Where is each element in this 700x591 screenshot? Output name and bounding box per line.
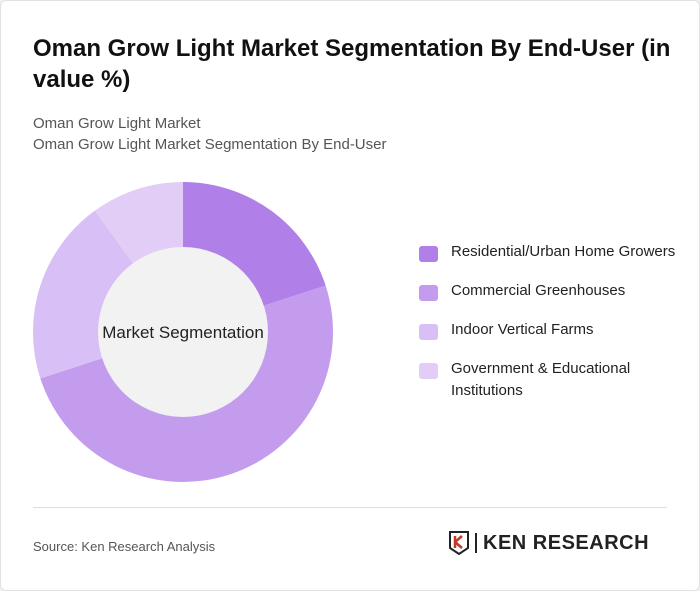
center-label: Market Segmentation (102, 323, 264, 342)
subtitle-market: Oman Grow Light Market (33, 115, 201, 132)
legend-item: Commercial Greenhouses (419, 280, 679, 302)
legend-label: Residential/Urban Home Growers (451, 243, 676, 260)
chart-title: Oman Grow Light Market Segmentation By E… (33, 35, 671, 93)
legend-label: Government & Educational Institutions (451, 360, 631, 399)
legend-swatch (419, 285, 438, 301)
donut-chart: Market Segmentation (32, 182, 333, 482)
legend-swatch (419, 324, 438, 340)
legend-label: Indoor Vertical Farms (451, 321, 594, 338)
divider (33, 507, 667, 508)
legend-item: Residential/Urban Home Growers (419, 241, 679, 263)
logo-text: KEN RESEARCH (475, 533, 649, 553)
ken-research-logo: KEN RESEARCH (449, 531, 649, 555)
legend-swatch (419, 363, 438, 379)
legend-label: Commercial Greenhouses (451, 282, 626, 299)
legend: Residential/Urban Home Growers Commercial… (419, 241, 679, 419)
legend-item: Indoor Vertical Farms (419, 319, 679, 341)
donut-hole (98, 247, 268, 417)
legend-item: Government & Educational Institutions (419, 358, 679, 402)
legend-swatch (419, 246, 438, 262)
source-text: Source: Ken Research Analysis (33, 539, 216, 554)
ken-logo-icon (449, 531, 469, 555)
subtitle-segmentation: Oman Grow Light Market Segmentation By E… (33, 136, 387, 153)
